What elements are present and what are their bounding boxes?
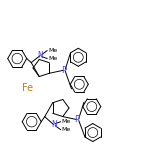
Text: Me: Me [48, 48, 57, 53]
Text: Me: Me [48, 56, 57, 61]
Text: P: P [74, 115, 79, 124]
Text: N: N [37, 51, 43, 60]
Text: Me: Me [62, 127, 71, 132]
Text: N: N [51, 120, 57, 129]
Text: Fe: Fe [22, 83, 34, 93]
Text: P: P [61, 66, 66, 75]
Text: Me: Me [62, 119, 71, 124]
